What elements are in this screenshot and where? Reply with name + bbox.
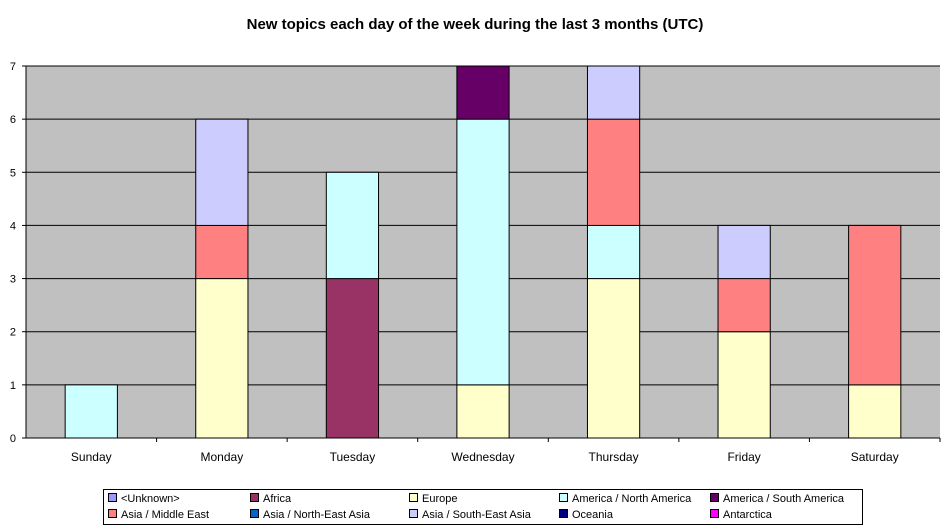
legend-swatch: [108, 509, 117, 518]
legend-swatch: [559, 509, 568, 518]
legend-item: Antarctica: [710, 509, 772, 522]
bar-segment: [848, 224, 902, 386]
legend-item: America / South America: [710, 493, 844, 506]
bar-segment: [586, 118, 641, 226]
bar-segment: [456, 384, 510, 439]
legend-swatch: [250, 493, 259, 502]
legend-swatch: [710, 493, 719, 502]
legend-swatch: [409, 493, 418, 502]
x-tick-label: Saturday: [851, 450, 899, 464]
legend-item: Oceania: [559, 509, 613, 522]
bar-segment: [195, 278, 249, 439]
y-tick-label: 6: [10, 114, 16, 126]
bar-segment: [586, 224, 641, 280]
bar-segment: [456, 65, 510, 120]
y-tick-label: 2: [10, 327, 16, 339]
legend-label: <Unknown>: [121, 493, 180, 505]
legend-item: Asia / North-East Asia: [250, 509, 370, 522]
legend-swatch: [559, 493, 568, 502]
x-tick-label: Friday: [727, 450, 760, 464]
legend-item: Asia / Middle East: [108, 509, 209, 522]
bar-segment: [717, 224, 771, 280]
legend-item: America / North America: [559, 493, 691, 506]
y-tick-label: 7: [10, 61, 16, 73]
bar-segment: [717, 278, 771, 333]
legend-item: Africa: [250, 493, 291, 506]
x-tick-label: Sunday: [71, 450, 112, 464]
chart-title: New topics each day of the week during t…: [246, 16, 704, 33]
legend-label: Africa: [263, 493, 292, 505]
legend-label: Asia / South-East Asia: [422, 509, 531, 521]
y-tick-label: 0: [10, 433, 16, 445]
legend-label: Europe: [422, 493, 458, 505]
legend-item: <Unknown>: [108, 493, 180, 506]
bar-segment: [586, 278, 641, 439]
y-tick-label: 3: [10, 274, 16, 286]
legend-swatch: [108, 493, 117, 502]
bar-segment: [325, 171, 380, 280]
y-tick-label: 5: [10, 167, 16, 179]
bar-segment: [717, 331, 771, 439]
x-tick-label: Monday: [201, 450, 244, 464]
legend-swatch: [409, 509, 418, 518]
x-tick-label: Wednesday: [451, 450, 514, 464]
x-tick-label: Tuesday: [330, 450, 376, 464]
bar-segment: [586, 65, 641, 120]
y-tick-label: 1: [10, 380, 16, 392]
bar-segment: [456, 118, 510, 386]
legend-label: Antarctica: [723, 509, 772, 521]
legend-item: Europe: [409, 493, 457, 506]
bar-segment: [325, 278, 380, 439]
chart-legend: <Unknown> Africa Europe America / North Ame…: [103, 489, 863, 525]
legend-swatch: [250, 509, 259, 518]
legend-item: Asia / South-East Asia: [409, 509, 531, 522]
bar-segment: [848, 384, 902, 439]
bar-segment: [195, 118, 249, 226]
bar-segment: [195, 224, 249, 280]
legend-label: America / North America: [572, 493, 692, 505]
legend-swatch: [710, 509, 719, 518]
legend-label: America / South America: [723, 493, 845, 505]
y-tick-label: 4: [10, 220, 16, 232]
bar-segment: [64, 384, 118, 439]
legend-label: Asia / North-East Asia: [263, 509, 370, 521]
legend-label: Asia / Middle East: [121, 509, 210, 521]
x-tick-label: Thursday: [589, 450, 639, 464]
legend-label: Oceania: [572, 509, 613, 521]
